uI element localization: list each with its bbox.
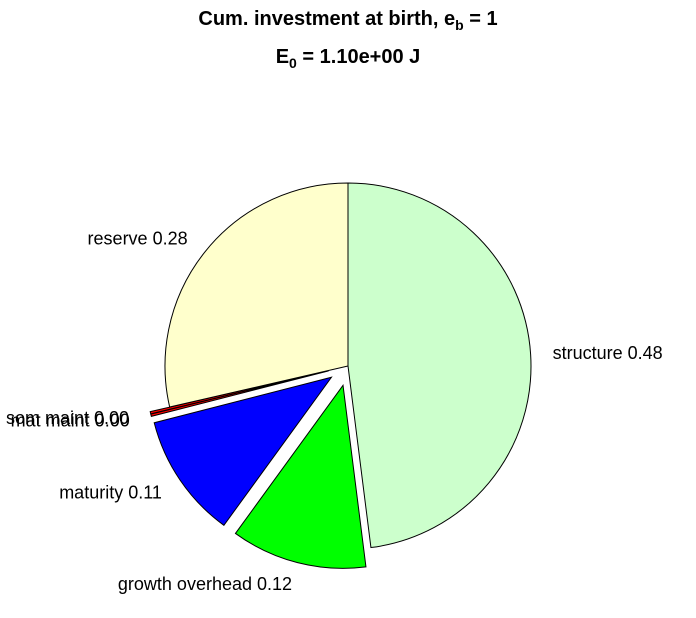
pie-slice-4 xyxy=(149,370,329,415)
chart-title-sub: b xyxy=(455,17,464,33)
pie-slice-1 xyxy=(234,384,367,569)
pie-slice-0 xyxy=(347,182,532,549)
chart-subtitle-sub: 0 xyxy=(289,55,297,71)
pie-label-5: reserve 0.28 xyxy=(88,228,188,248)
pie-label-0: structure 0.48 xyxy=(553,343,663,363)
chart-subtitle-pre: E xyxy=(275,46,290,68)
chart-subtitle-tail: = 1.10e+00 J xyxy=(296,46,421,68)
pie-label-3: mat maint 0.00 xyxy=(11,411,130,431)
chart-subtitle: E0 = 1.10e+00 J xyxy=(0,46,696,71)
pie-label-4: som maint 0.00 xyxy=(6,408,129,428)
pie-slice-2 xyxy=(153,376,333,526)
chart-title: Cum. investment at birth, eb = 1 xyxy=(0,8,696,33)
pie-label-1: growth overhead 0.12 xyxy=(118,574,292,594)
chart-title-main: Cum. investment at birth, e xyxy=(198,8,456,30)
pie-label-2: maturity 0.11 xyxy=(59,482,162,502)
chart-title-tail: = 1 xyxy=(463,8,498,30)
pie-slice-5 xyxy=(164,182,349,408)
